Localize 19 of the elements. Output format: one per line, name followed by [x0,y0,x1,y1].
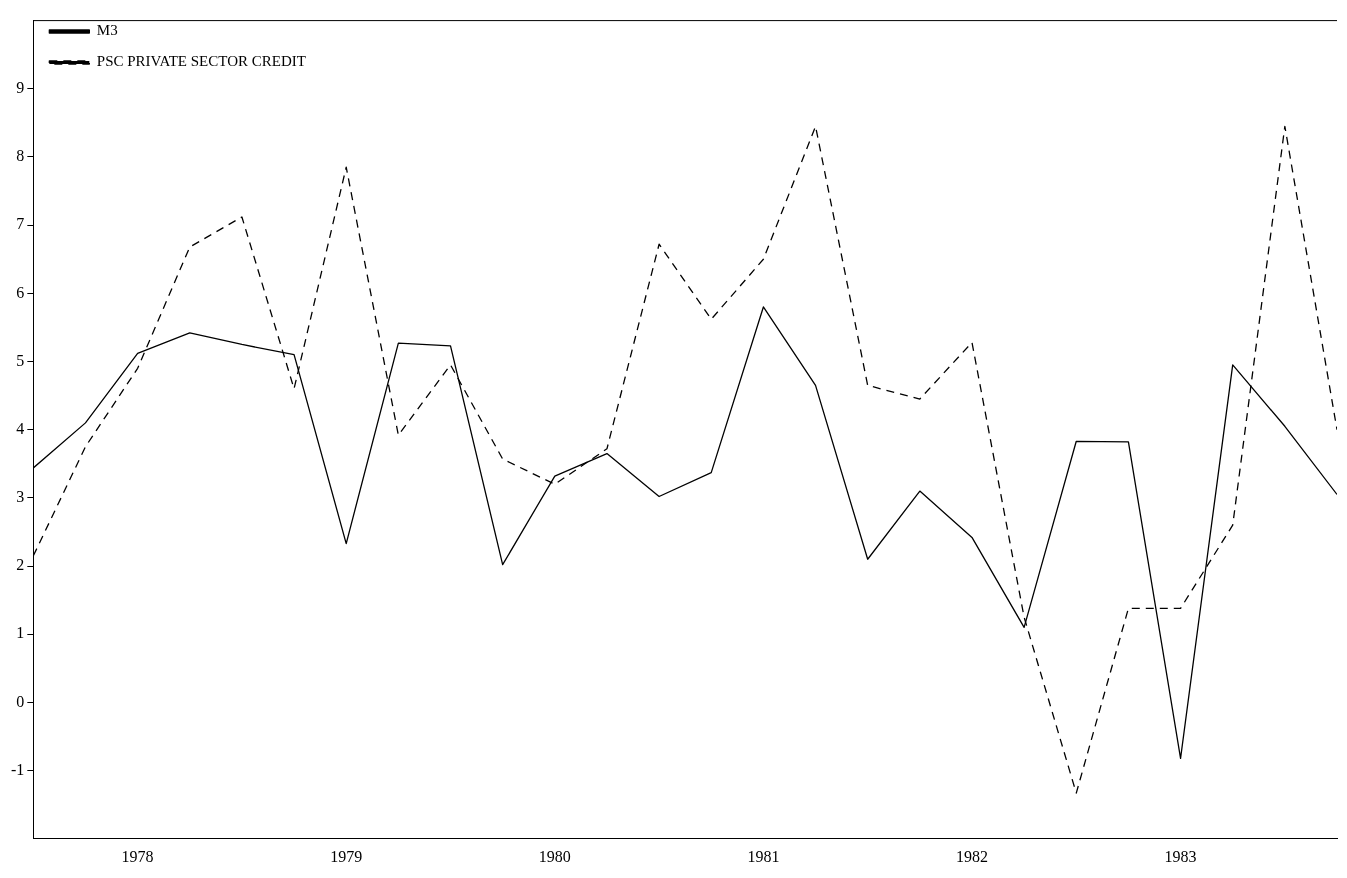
y-tick-label: -1 [11,760,25,778]
legend-label: M3 [96,22,118,39]
y-tick-label: 9 [16,78,25,96]
x-tick-label: 1981 [747,847,780,865]
y-tick-label: 0 [16,692,25,710]
y-tick-label: 4 [16,419,25,437]
y-tick-label: 6 [16,283,25,301]
x-tick-label: 1979 [330,847,363,865]
x-tick-label: 1978 [121,847,154,865]
y-tick-label: 8 [16,147,25,165]
y-tick-label: 2 [16,556,25,574]
y-tick-label: 7 [16,215,25,233]
y-tick-label: 5 [16,351,25,369]
y-tick-label: 1 [16,624,25,642]
x-tick-label: 1982 [955,847,988,865]
x-tick-label: 1980 [538,847,571,865]
y-tick-label: 3 [16,488,25,506]
legend-label: PSC PRIVATE SECTOR CREDIT [96,53,306,70]
x-tick-label: 1983 [1164,847,1197,865]
